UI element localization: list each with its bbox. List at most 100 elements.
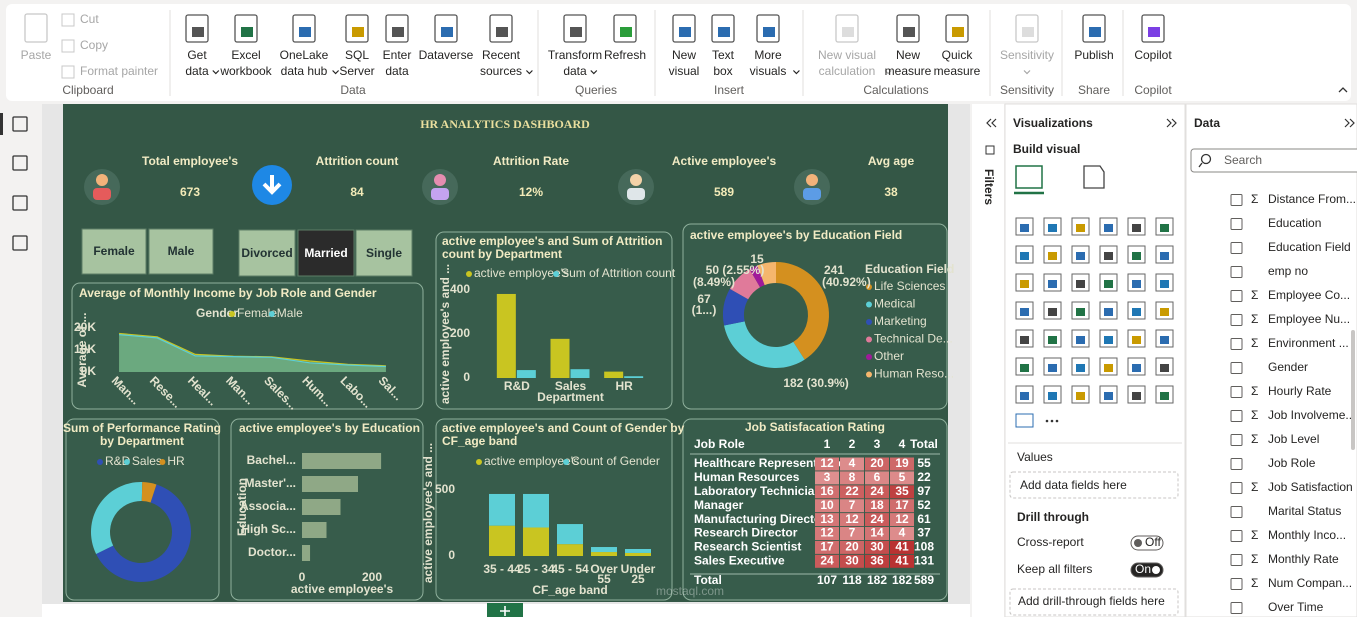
field-name[interactable]: Environment ... xyxy=(1268,336,1349,350)
button-label[interactable]: Quick xyxy=(942,48,974,62)
field-name[interactable]: Hourly Rate xyxy=(1268,384,1332,398)
visual-type-icon[interactable] xyxy=(1015,413,1034,428)
visual-type-icon[interactable] xyxy=(1155,273,1174,292)
field-name[interactable]: emp no xyxy=(1268,264,1308,278)
field-name[interactable]: Education xyxy=(1268,216,1321,230)
filters-label[interactable]: Filters xyxy=(982,169,996,205)
nav-icon[interactable] xyxy=(12,155,28,171)
visual-type-icon[interactable] xyxy=(1099,273,1118,292)
button-label[interactable]: New xyxy=(672,48,696,62)
field-checkbox[interactable] xyxy=(1230,602,1243,614)
button-label[interactable]: Excel xyxy=(231,48,260,62)
visual-type-icon[interactable] xyxy=(1155,385,1174,404)
field-name[interactable]: Job Level xyxy=(1268,432,1319,446)
visual-type-icon[interactable] xyxy=(1015,273,1034,292)
button-label[interactable]: Server xyxy=(339,64,374,78)
nav-icon[interactable] xyxy=(12,235,28,251)
visual-type-icon[interactable] xyxy=(1015,245,1034,264)
field-checkbox[interactable] xyxy=(1230,314,1243,326)
button-label[interactable]: Refresh xyxy=(604,48,646,62)
visual-type-icon[interactable] xyxy=(1127,385,1146,404)
visual-type-icon[interactable] xyxy=(1127,273,1146,292)
visual-type-icon[interactable] xyxy=(1127,357,1146,376)
button-label[interactable]: Sensitivity xyxy=(1000,48,1054,62)
field-checkbox[interactable] xyxy=(1230,194,1243,206)
field-checkbox[interactable] xyxy=(1230,458,1243,470)
visual-type-icon[interactable] xyxy=(1127,301,1146,320)
visual-type-icon[interactable] xyxy=(1099,385,1118,404)
visual-type-icon[interactable] xyxy=(1155,329,1174,348)
button-label[interactable]: More xyxy=(754,48,782,62)
slicer-button[interactable] xyxy=(297,229,355,277)
field-checkbox[interactable] xyxy=(1230,578,1243,590)
visual-type-icon[interactable] xyxy=(1099,217,1118,236)
button-label[interactable]: workbook xyxy=(219,64,272,78)
drop-zone[interactable] xyxy=(1009,471,1179,499)
visual-type-icon[interactable] xyxy=(1071,273,1090,292)
visual-type-icon[interactable] xyxy=(1043,385,1062,404)
field-name[interactable]: Job Involveme... xyxy=(1268,408,1355,422)
field-checkbox[interactable] xyxy=(1230,242,1243,254)
visual-type-icon[interactable] xyxy=(1015,301,1034,320)
field-name[interactable]: Education Field xyxy=(1268,240,1351,254)
visual-type-icon[interactable] xyxy=(1043,301,1062,320)
field-name[interactable]: Over Time xyxy=(1268,600,1324,614)
field-name[interactable]: Marital Status xyxy=(1268,504,1341,518)
button-label[interactable]: Cut xyxy=(80,12,99,26)
button-label[interactable]: Dataverse xyxy=(419,48,474,62)
slicer-button[interactable] xyxy=(148,228,214,275)
format-visual-tab[interactable] xyxy=(1083,165,1105,189)
collapse-ribbon[interactable] xyxy=(1338,87,1348,93)
button-label[interactable]: Copilot xyxy=(1134,48,1172,62)
button-label[interactable]: sources xyxy=(480,64,522,78)
visual-type-icon[interactable] xyxy=(1071,217,1090,236)
build-visual-tab[interactable] xyxy=(1015,165,1043,189)
field-name[interactable]: Monthly Rate xyxy=(1268,552,1339,566)
visual-type-icon[interactable] xyxy=(1127,217,1146,236)
visual-type-icon[interactable] xyxy=(1155,357,1174,376)
field-name[interactable]: Employee Co... xyxy=(1268,288,1350,302)
field-name[interactable]: Monthly Inco... xyxy=(1268,528,1346,542)
visual-type-icon[interactable] xyxy=(1043,357,1062,376)
visual-type-icon[interactable] xyxy=(1099,301,1118,320)
visual-type-icon[interactable] xyxy=(1015,385,1034,404)
field-checkbox[interactable] xyxy=(1230,362,1243,374)
visual-type-icon[interactable] xyxy=(1043,329,1062,348)
more-visuals-dot[interactable] xyxy=(1050,419,1054,423)
button-label[interactable]: data xyxy=(385,64,409,78)
field-checkbox[interactable] xyxy=(1230,218,1243,230)
button-label[interactable]: box xyxy=(713,64,732,78)
visual-type-icon[interactable] xyxy=(1071,301,1090,320)
button-label[interactable]: measure xyxy=(885,64,932,78)
more-visuals-dot[interactable] xyxy=(1055,419,1059,423)
button-label[interactable]: Text xyxy=(712,48,735,62)
field-name[interactable]: Num Compan... xyxy=(1268,576,1352,590)
visual-type-icon[interactable] xyxy=(1155,245,1174,264)
button-label[interactable]: SQL xyxy=(345,48,369,62)
field-checkbox[interactable] xyxy=(1230,290,1243,302)
visual-type-icon[interactable] xyxy=(1099,329,1118,348)
field-name[interactable]: Job Satisfaction xyxy=(1268,480,1353,494)
button-label[interactable]: data hub xyxy=(281,64,328,78)
field-checkbox[interactable] xyxy=(1230,554,1243,566)
field-name[interactable]: Distance From... xyxy=(1268,192,1356,206)
search-box[interactable] xyxy=(1190,148,1357,173)
button-label[interactable]: Format painter xyxy=(80,64,158,78)
visual-type-icon[interactable] xyxy=(1015,329,1034,348)
field-checkbox[interactable] xyxy=(1230,506,1243,518)
field-checkbox[interactable] xyxy=(1230,266,1243,278)
button-label[interactable]: measure xyxy=(934,64,981,78)
visual-type-icon[interactable] xyxy=(1015,217,1034,236)
button-label[interactable]: data xyxy=(185,64,209,78)
slicer-button[interactable] xyxy=(238,229,296,277)
visual-type-icon[interactable] xyxy=(1155,301,1174,320)
button-label[interactable]: Transform xyxy=(548,48,602,62)
drop-zone[interactable] xyxy=(1009,588,1179,616)
field-checkbox[interactable] xyxy=(1230,482,1243,494)
button-label[interactable]: Enter xyxy=(383,48,412,62)
button-label[interactable]: visual xyxy=(669,64,700,78)
button-label[interactable]: visuals xyxy=(750,64,787,78)
nav-icon[interactable] xyxy=(12,195,28,211)
button-label[interactable]: calculation xyxy=(819,64,876,78)
visual-type-icon[interactable] xyxy=(1099,357,1118,376)
